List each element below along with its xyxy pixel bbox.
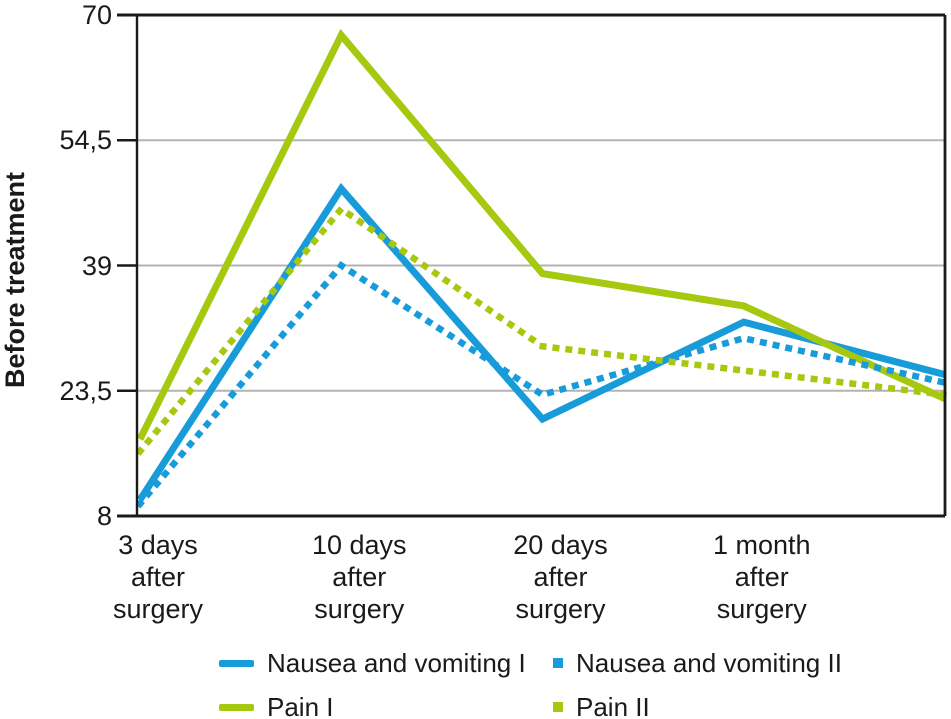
legend-dot-swatch [553, 702, 563, 712]
x-category-label: 3 days after surgery [112, 530, 204, 624]
legend-item-pain-ii: Pain II [551, 692, 650, 719]
legend-item-pain-i: Pain I [219, 692, 334, 719]
x-category-label: 10 days after surgery [311, 530, 407, 624]
x-category-label: 1 month after surgery [712, 530, 811, 624]
y-tick-label: 39 [81, 250, 112, 281]
series-line-nausea-and-vomiting-ii [135, 262, 949, 509]
legend-line-swatch [219, 703, 254, 711]
series-line-pain-i [136, 28, 947, 441]
x-category-label: 20 days after surgery [513, 530, 608, 624]
series-lines-group [135, 28, 949, 509]
y-tick-label: 70 [81, 0, 112, 30]
y-tick-label: 54,5 [59, 125, 112, 156]
legend-item-nausea-and-vomiting-ii: Nausea and vomiting II [551, 648, 842, 678]
legend-label: Nausea and vomiting II [576, 648, 842, 678]
legend-label: Nausea and vomiting I [267, 648, 526, 678]
axis-frame-group [117, 13, 947, 518]
y-tick-label: 23,5 [59, 375, 112, 406]
gridlines-group [117, 139, 945, 392]
legend-label: Pain I [267, 692, 334, 719]
legend-line-swatch [219, 659, 254, 667]
y-tick-label: 8 [96, 501, 112, 531]
legend-dot-swatch [553, 658, 563, 668]
legend-label: Pain II [576, 692, 650, 719]
series-line-pain-ii [135, 205, 949, 456]
legend-item-nausea-and-vomiting-i: Nausea and vomiting I [219, 648, 526, 678]
